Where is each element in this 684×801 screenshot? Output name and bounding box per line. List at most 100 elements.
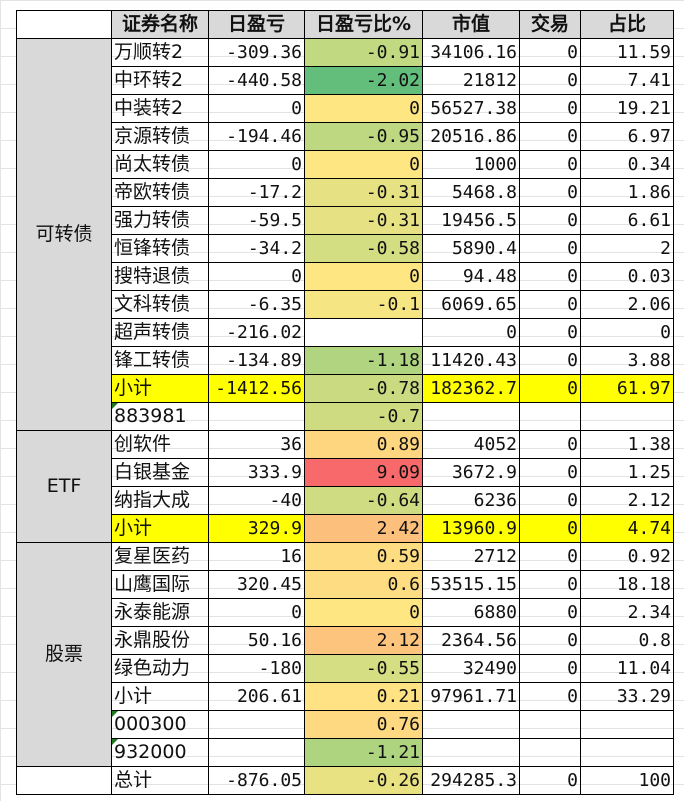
security-name-cell[interactable]: 小计 xyxy=(111,374,209,403)
market-value-cell[interactable]: 34106.16 xyxy=(422,38,520,67)
daily-pnl-pct-cell[interactable]: -1.21 xyxy=(304,738,423,767)
daily-pnl-cell[interactable]: 36 xyxy=(208,430,305,459)
security-name-cell[interactable]: 京源转债 xyxy=(111,122,209,151)
daily-pnl-cell[interactable] xyxy=(208,738,305,767)
text-number-warning-indicator-icon[interactable] xyxy=(112,711,118,717)
daily-pnl-cell[interactable]: -34.2 xyxy=(208,234,305,263)
daily-pnl-pct-cell[interactable]: -0.64 xyxy=(304,486,423,515)
daily-pnl-pct-cell[interactable]: 0.76 xyxy=(304,710,423,739)
daily-pnl-pct-cell[interactable]: 0 xyxy=(304,150,423,179)
share-cell[interactable]: 2.06 xyxy=(580,290,674,319)
market-value-cell[interactable]: 20516.86 xyxy=(422,122,520,151)
daily-pnl-cell[interactable]: -876.05 xyxy=(208,766,305,795)
share-cell[interactable]: 2 xyxy=(580,234,674,263)
market-value-cell[interactable]: 2712 xyxy=(422,542,520,571)
trade-cell[interactable]: 0 xyxy=(519,318,581,347)
daily-pnl-pct-cell[interactable]: -0.58 xyxy=(304,234,423,263)
daily-pnl-cell[interactable]: -134.89 xyxy=(208,346,305,375)
security-name-cell[interactable]: 中环转2 xyxy=(111,66,209,95)
market-value-cell[interactable]: 56527.38 xyxy=(422,94,520,123)
market-value-cell[interactable] xyxy=(422,738,520,767)
market-value-cell[interactable]: 3672.9 xyxy=(422,458,520,487)
daily-pnl-cell[interactable]: -40 xyxy=(208,486,305,515)
group-label-cell[interactable]: 可转债 xyxy=(16,38,112,431)
trade-cell[interactable]: 0 xyxy=(519,122,581,151)
security-name-cell[interactable]: 小计 xyxy=(111,682,209,711)
corner-cell[interactable] xyxy=(16,10,112,39)
security-name-cell[interactable]: 锋工转债 xyxy=(111,346,209,375)
share-cell[interactable]: 0.92 xyxy=(580,542,674,571)
daily-pnl-cell[interactable]: -309.36 xyxy=(208,38,305,67)
market-value-cell[interactable]: 294285.3 xyxy=(422,766,520,795)
security-name-cell[interactable]: 强力转债 xyxy=(111,206,209,235)
market-value-cell[interactable]: 53515.15 xyxy=(422,570,520,599)
daily-pnl-pct-cell[interactable]: 0 xyxy=(304,598,423,627)
market-value-cell[interactable]: 1000 xyxy=(422,150,520,179)
share-cell[interactable]: 1.38 xyxy=(580,430,674,459)
daily-pnl-pct-cell[interactable]: -0.7 xyxy=(304,402,423,431)
header-trade[interactable]: 交易 xyxy=(519,10,581,39)
daily-pnl-pct-cell[interactable]: 0.59 xyxy=(304,542,423,571)
daily-pnl-pct-cell[interactable]: -2.02 xyxy=(304,66,423,95)
daily-pnl-pct-cell[interactable]: -0.1 xyxy=(304,290,423,319)
security-name-cell[interactable]: 纳指大成 xyxy=(111,486,209,515)
group-label-cell[interactable]: ETF xyxy=(16,430,112,543)
daily-pnl-cell[interactable]: -194.46 xyxy=(208,122,305,151)
trade-cell[interactable]: 0 xyxy=(519,570,581,599)
share-cell[interactable]: 0.34 xyxy=(580,150,674,179)
trade-cell[interactable]: 0 xyxy=(519,430,581,459)
share-cell[interactable]: 6.97 xyxy=(580,122,674,151)
security-name-cell[interactable]: 白银基金 xyxy=(111,458,209,487)
text-number-warning-indicator-icon[interactable] xyxy=(112,403,118,409)
security-name-cell[interactable]: 小计 xyxy=(111,514,209,543)
security-name-cell[interactable]: 山鹰国际 xyxy=(111,570,209,599)
daily-pnl-cell[interactable]: -1412.56 xyxy=(208,374,305,403)
daily-pnl-cell[interactable]: 16 xyxy=(208,542,305,571)
daily-pnl-cell[interactable]: 333.9 xyxy=(208,458,305,487)
trade-cell[interactable]: 0 xyxy=(519,290,581,319)
security-name-cell[interactable]: 搜特退债 xyxy=(111,262,209,291)
security-name-cell[interactable]: 883981 xyxy=(111,402,209,431)
security-name-cell[interactable]: 中装转2 xyxy=(111,94,209,123)
trade-cell[interactable]: 0 xyxy=(519,346,581,375)
security-name-cell[interactable]: 创软件 xyxy=(111,430,209,459)
daily-pnl-cell[interactable]: -216.02 xyxy=(208,318,305,347)
market-value-cell[interactable]: 97961.71 xyxy=(422,682,520,711)
security-name-cell[interactable]: 复星医药 xyxy=(111,542,209,571)
share-cell[interactable]: 6.61 xyxy=(580,206,674,235)
daily-pnl-cell[interactable]: 320.45 xyxy=(208,570,305,599)
trade-cell[interactable]: 0 xyxy=(519,234,581,263)
trade-cell[interactable]: 0 xyxy=(519,766,581,795)
share-cell[interactable]: 4.74 xyxy=(580,514,674,543)
trade-cell[interactable] xyxy=(519,710,581,739)
share-cell[interactable] xyxy=(580,710,674,739)
header-market-value[interactable]: 市值 xyxy=(422,10,520,39)
share-cell[interactable]: 0 xyxy=(580,318,674,347)
group-label-cell[interactable] xyxy=(16,766,112,795)
share-cell[interactable]: 2.34 xyxy=(580,598,674,627)
share-cell[interactable]: 2.12 xyxy=(580,486,674,515)
share-cell[interactable]: 7.41 xyxy=(580,66,674,95)
header-daily-pnl-pct[interactable]: 日盈亏比% xyxy=(304,10,423,39)
daily-pnl-pct-cell[interactable]: -0.95 xyxy=(304,122,423,151)
header-share[interactable]: 占比 xyxy=(580,10,674,39)
security-name-cell[interactable]: 帝欧转债 xyxy=(111,178,209,207)
daily-pnl-pct-cell[interactable]: -0.78 xyxy=(304,374,423,403)
market-value-cell[interactable]: 13960.9 xyxy=(422,514,520,543)
trade-cell[interactable]: 0 xyxy=(519,374,581,403)
security-name-cell[interactable]: 总计 xyxy=(111,766,209,795)
daily-pnl-pct-cell[interactable]: 0.89 xyxy=(304,430,423,459)
group-label-cell[interactable]: 股票 xyxy=(16,542,112,767)
header-daily-pnl[interactable]: 日盈亏 xyxy=(208,10,305,39)
trade-cell[interactable]: 0 xyxy=(519,66,581,95)
share-cell[interactable] xyxy=(580,402,674,431)
market-value-cell[interactable]: 0 xyxy=(422,318,520,347)
market-value-cell[interactable]: 19456.5 xyxy=(422,206,520,235)
market-value-cell[interactable]: 32490 xyxy=(422,654,520,683)
daily-pnl-cell[interactable] xyxy=(208,710,305,739)
share-cell[interactable]: 11.04 xyxy=(580,654,674,683)
market-value-cell[interactable]: 11420.43 xyxy=(422,346,520,375)
daily-pnl-cell[interactable]: 0 xyxy=(208,598,305,627)
security-name-cell[interactable]: 永泰能源 xyxy=(111,598,209,627)
header-security-name[interactable]: 证券名称 xyxy=(111,10,209,39)
